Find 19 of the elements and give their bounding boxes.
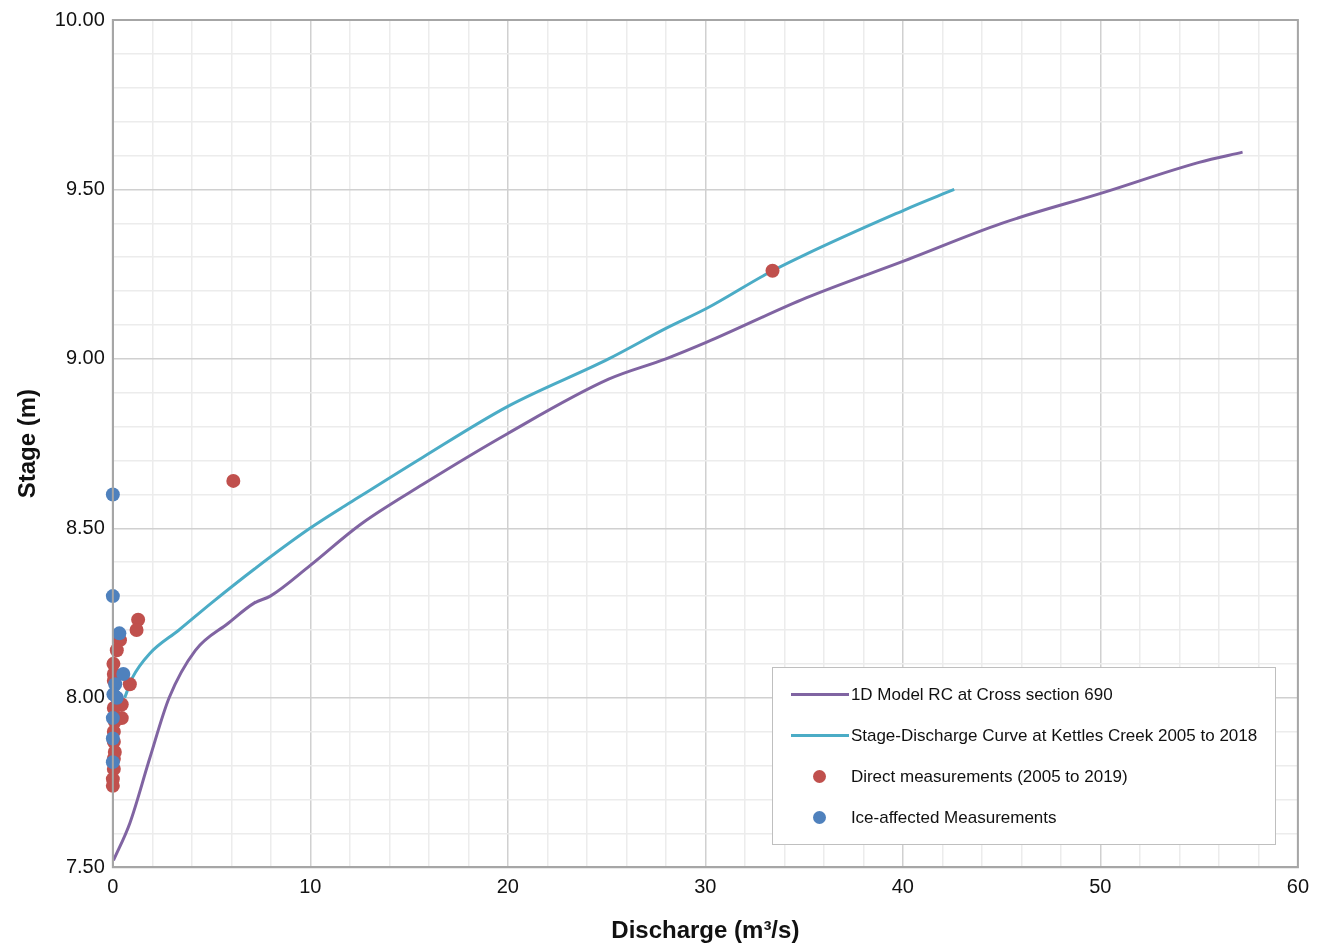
legend-label: Direct measurements (2005 to 2019)	[850, 766, 1128, 787]
y-tick-label: 9.50	[65, 176, 105, 199]
x-tick-label: 60	[1286, 874, 1309, 897]
x-tick-label: 30	[694, 874, 717, 897]
y-tick-label: 8.00	[65, 685, 105, 708]
y-axis-title: Stage (m)	[13, 388, 41, 499]
legend-label: Ice-affected Measurements	[850, 807, 1057, 828]
y-tick-label: 10.00	[54, 7, 105, 30]
legend-label: Stage-Discharge Curve at Kettles Creek 2005 to 2018	[850, 725, 1258, 746]
x-tick-label: 50	[1089, 874, 1112, 897]
x-tick-label: 10	[299, 874, 322, 897]
y-tick-label: 9.00	[65, 346, 105, 369]
x-axis-title: Discharge (m³/s)	[611, 916, 800, 944]
y-tick-label: 7.50	[65, 854, 105, 877]
legend-label: 1D Model RC at Cross section 690	[850, 684, 1113, 705]
x-tick-label: 20	[496, 874, 519, 897]
y-tick-label: 8.50	[65, 515, 105, 538]
x-tick-label: 40	[891, 874, 914, 897]
x-tick-label: 0	[107, 874, 119, 897]
